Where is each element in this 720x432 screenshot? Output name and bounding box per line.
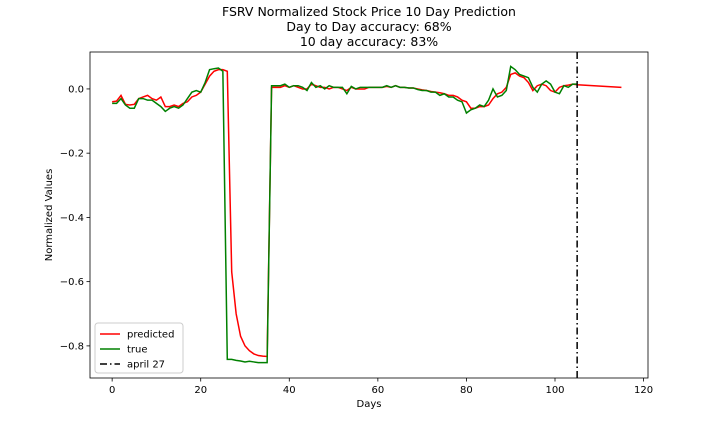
chart-title-line-1: FSRV Normalized Stock Price 10 Day Predi… — [222, 4, 516, 19]
ticks-layer: 0 20 40 60 80 100 120 0.0 −0.2 −0.4 −0.6 −0.8 — [60, 84, 653, 396]
legend-label-2: april 27 — [127, 360, 165, 371]
y-axis-label: Normalized Values — [44, 169, 55, 262]
series-layer — [112, 65, 622, 364]
y-tick-label: −0.4 — [60, 213, 84, 224]
y-tick-label: −0.6 — [60, 277, 84, 288]
x-tick-label: 80 — [460, 385, 473, 396]
series-line-true — [112, 65, 578, 364]
x-tick-label: 120 — [634, 385, 653, 396]
y-tick-label: −0.2 — [60, 149, 84, 160]
x-tick-label: 60 — [371, 385, 384, 396]
chart-title: FSRV Normalized Stock Price 10 Day Predi… — [222, 4, 516, 49]
y-tick-label: 0.0 — [68, 84, 84, 95]
x-tick-label: 100 — [545, 385, 564, 396]
y-tick-label: −0.8 — [60, 341, 84, 352]
legend-box — [94, 322, 184, 374]
legend-label-0: predicted — [127, 330, 174, 341]
chart-title-line-2: Day to Day accuracy: 68% — [286, 19, 451, 34]
x-tick-label: 20 — [194, 385, 207, 396]
plot-frame — [89, 51, 649, 379]
x-tick-label: 0 — [109, 385, 115, 396]
chart-title-line-3: 10 day accuracy: 83% — [300, 34, 438, 49]
series-line-predicted — [112, 68, 622, 358]
x-tick-label: 40 — [283, 385, 296, 396]
legend-label-1: true — [127, 345, 148, 356]
x-axis-label: Days — [357, 399, 382, 410]
legend: predicted true april 27 — [94, 322, 184, 374]
